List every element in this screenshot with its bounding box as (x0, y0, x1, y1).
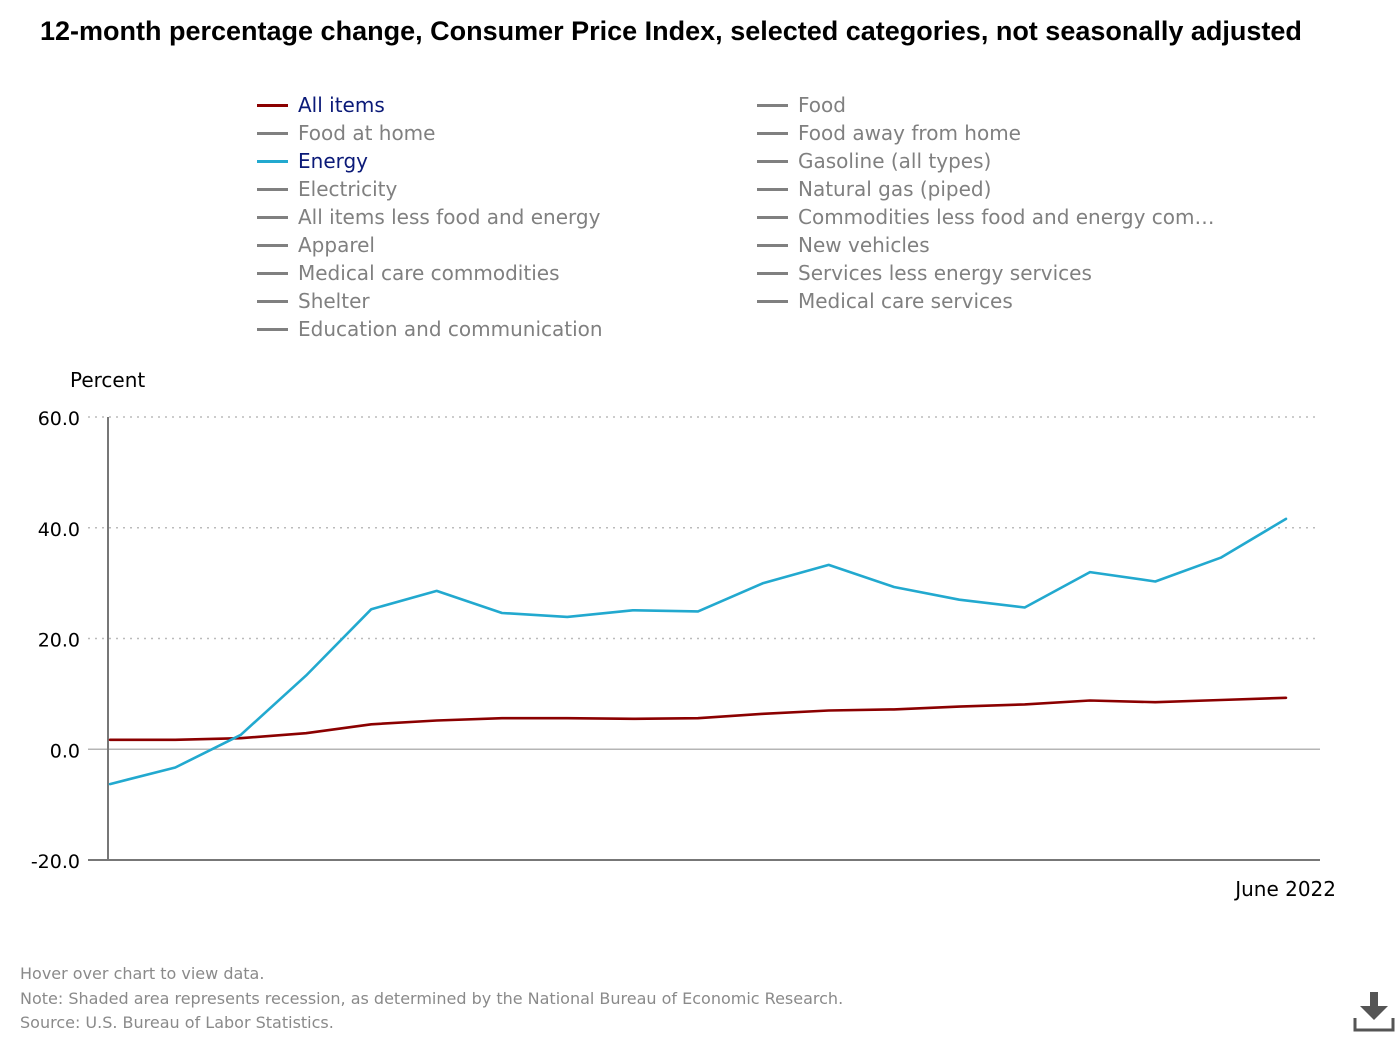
hover-hint: Hover over chart to view data. (20, 964, 265, 983)
legend-item[interactable]: Shelter (257, 287, 370, 315)
legend-swatch (257, 159, 288, 163)
y-tick-label: -20.0 (31, 851, 80, 873)
legend-item[interactable]: Energy (257, 147, 368, 175)
series-line-energy (108, 517, 1288, 786)
legend-swatch (757, 131, 788, 135)
series-line-all-items (108, 696, 1288, 742)
download-button[interactable] (1352, 990, 1396, 1034)
legend-item[interactable]: Medical care commodities (257, 259, 559, 287)
legend-item[interactable]: Food away from home (757, 119, 1021, 147)
legend-item[interactable]: All items less food and energy (257, 203, 600, 231)
y-axis-label: Percent (70, 368, 145, 392)
legend-swatch (757, 215, 788, 219)
legend-label: Electricity (298, 177, 398, 201)
y-tick-label: 0.0 (50, 740, 80, 762)
legend-item[interactable]: Commodities less food and energy com… (757, 203, 1215, 231)
source-note: Source: U.S. Bureau of Labor Statistics. (20, 1013, 334, 1032)
legend-swatch (757, 159, 788, 163)
legend-label: Commodities less food and energy com… (798, 205, 1215, 229)
legend-swatch (257, 327, 288, 331)
legend-label: Gasoline (all types) (798, 149, 992, 173)
legend-item[interactable]: Education and communication (257, 315, 603, 343)
legend-item[interactable]: Electricity (257, 175, 397, 203)
legend-swatch (257, 271, 288, 275)
legend-label: Medical care commodities (298, 261, 560, 285)
legend-swatch (757, 299, 788, 303)
legend-item[interactable]: New vehicles (757, 231, 930, 259)
legend-label: Natural gas (piped) (798, 177, 992, 201)
legend-swatch (257, 131, 288, 135)
legend-item[interactable]: All items (257, 91, 385, 119)
download-icon (1353, 992, 1395, 1032)
legend-item[interactable]: Medical care services (757, 287, 1013, 315)
legend-label: New vehicles (798, 233, 930, 257)
legend-swatch (757, 271, 788, 275)
legend-item[interactable]: Gasoline (all types) (757, 147, 991, 175)
legend-label: All items less food and energy (298, 205, 601, 229)
legend-item[interactable]: Food (757, 91, 846, 119)
legend-label: Food (798, 93, 846, 117)
legend-swatch (757, 103, 788, 107)
legend-label: Medical care services (798, 289, 1013, 313)
y-tick-label: 20.0 (38, 630, 80, 652)
legend-swatch (257, 299, 288, 303)
legend-item[interactable]: Apparel (257, 231, 375, 259)
legend-item[interactable]: Natural gas (piped) (757, 175, 991, 203)
chart-title: 12-month percentage change, Consumer Pri… (40, 16, 1302, 46)
line-chart[interactable]: Percent 60.0 40.0 20.0 0.0 -20.0 June 2022 (0, 360, 1400, 920)
legend-swatch (257, 215, 288, 219)
legend-label: Shelter (298, 289, 370, 313)
legend-label: Apparel (298, 233, 375, 257)
legend-swatch (757, 243, 788, 247)
recession-note: Note: Shaded area represents recession, … (20, 988, 844, 1008)
legend-label: Food at home (298, 121, 436, 145)
legend-label: All items (298, 93, 385, 117)
legend-swatch (257, 103, 288, 107)
legend-label: Energy (298, 149, 369, 173)
legend-label: Food away from home (798, 121, 1021, 145)
y-tick-label: 40.0 (38, 519, 80, 541)
legend-swatch (257, 187, 288, 191)
legend-swatch (257, 243, 288, 247)
legend-label: Education and communication (298, 317, 603, 341)
x-tick-label: June 2022 (1233, 877, 1336, 901)
legend-swatch (757, 187, 788, 191)
y-tick-label: 60.0 (38, 408, 80, 430)
legend-item[interactable]: Food at home (257, 119, 435, 147)
footer-notes: Hover over chart to view data. Note: Sha… (20, 962, 843, 1036)
legend-label: Services less energy services (798, 261, 1092, 285)
legend-item[interactable]: Services less energy services (757, 259, 1092, 287)
